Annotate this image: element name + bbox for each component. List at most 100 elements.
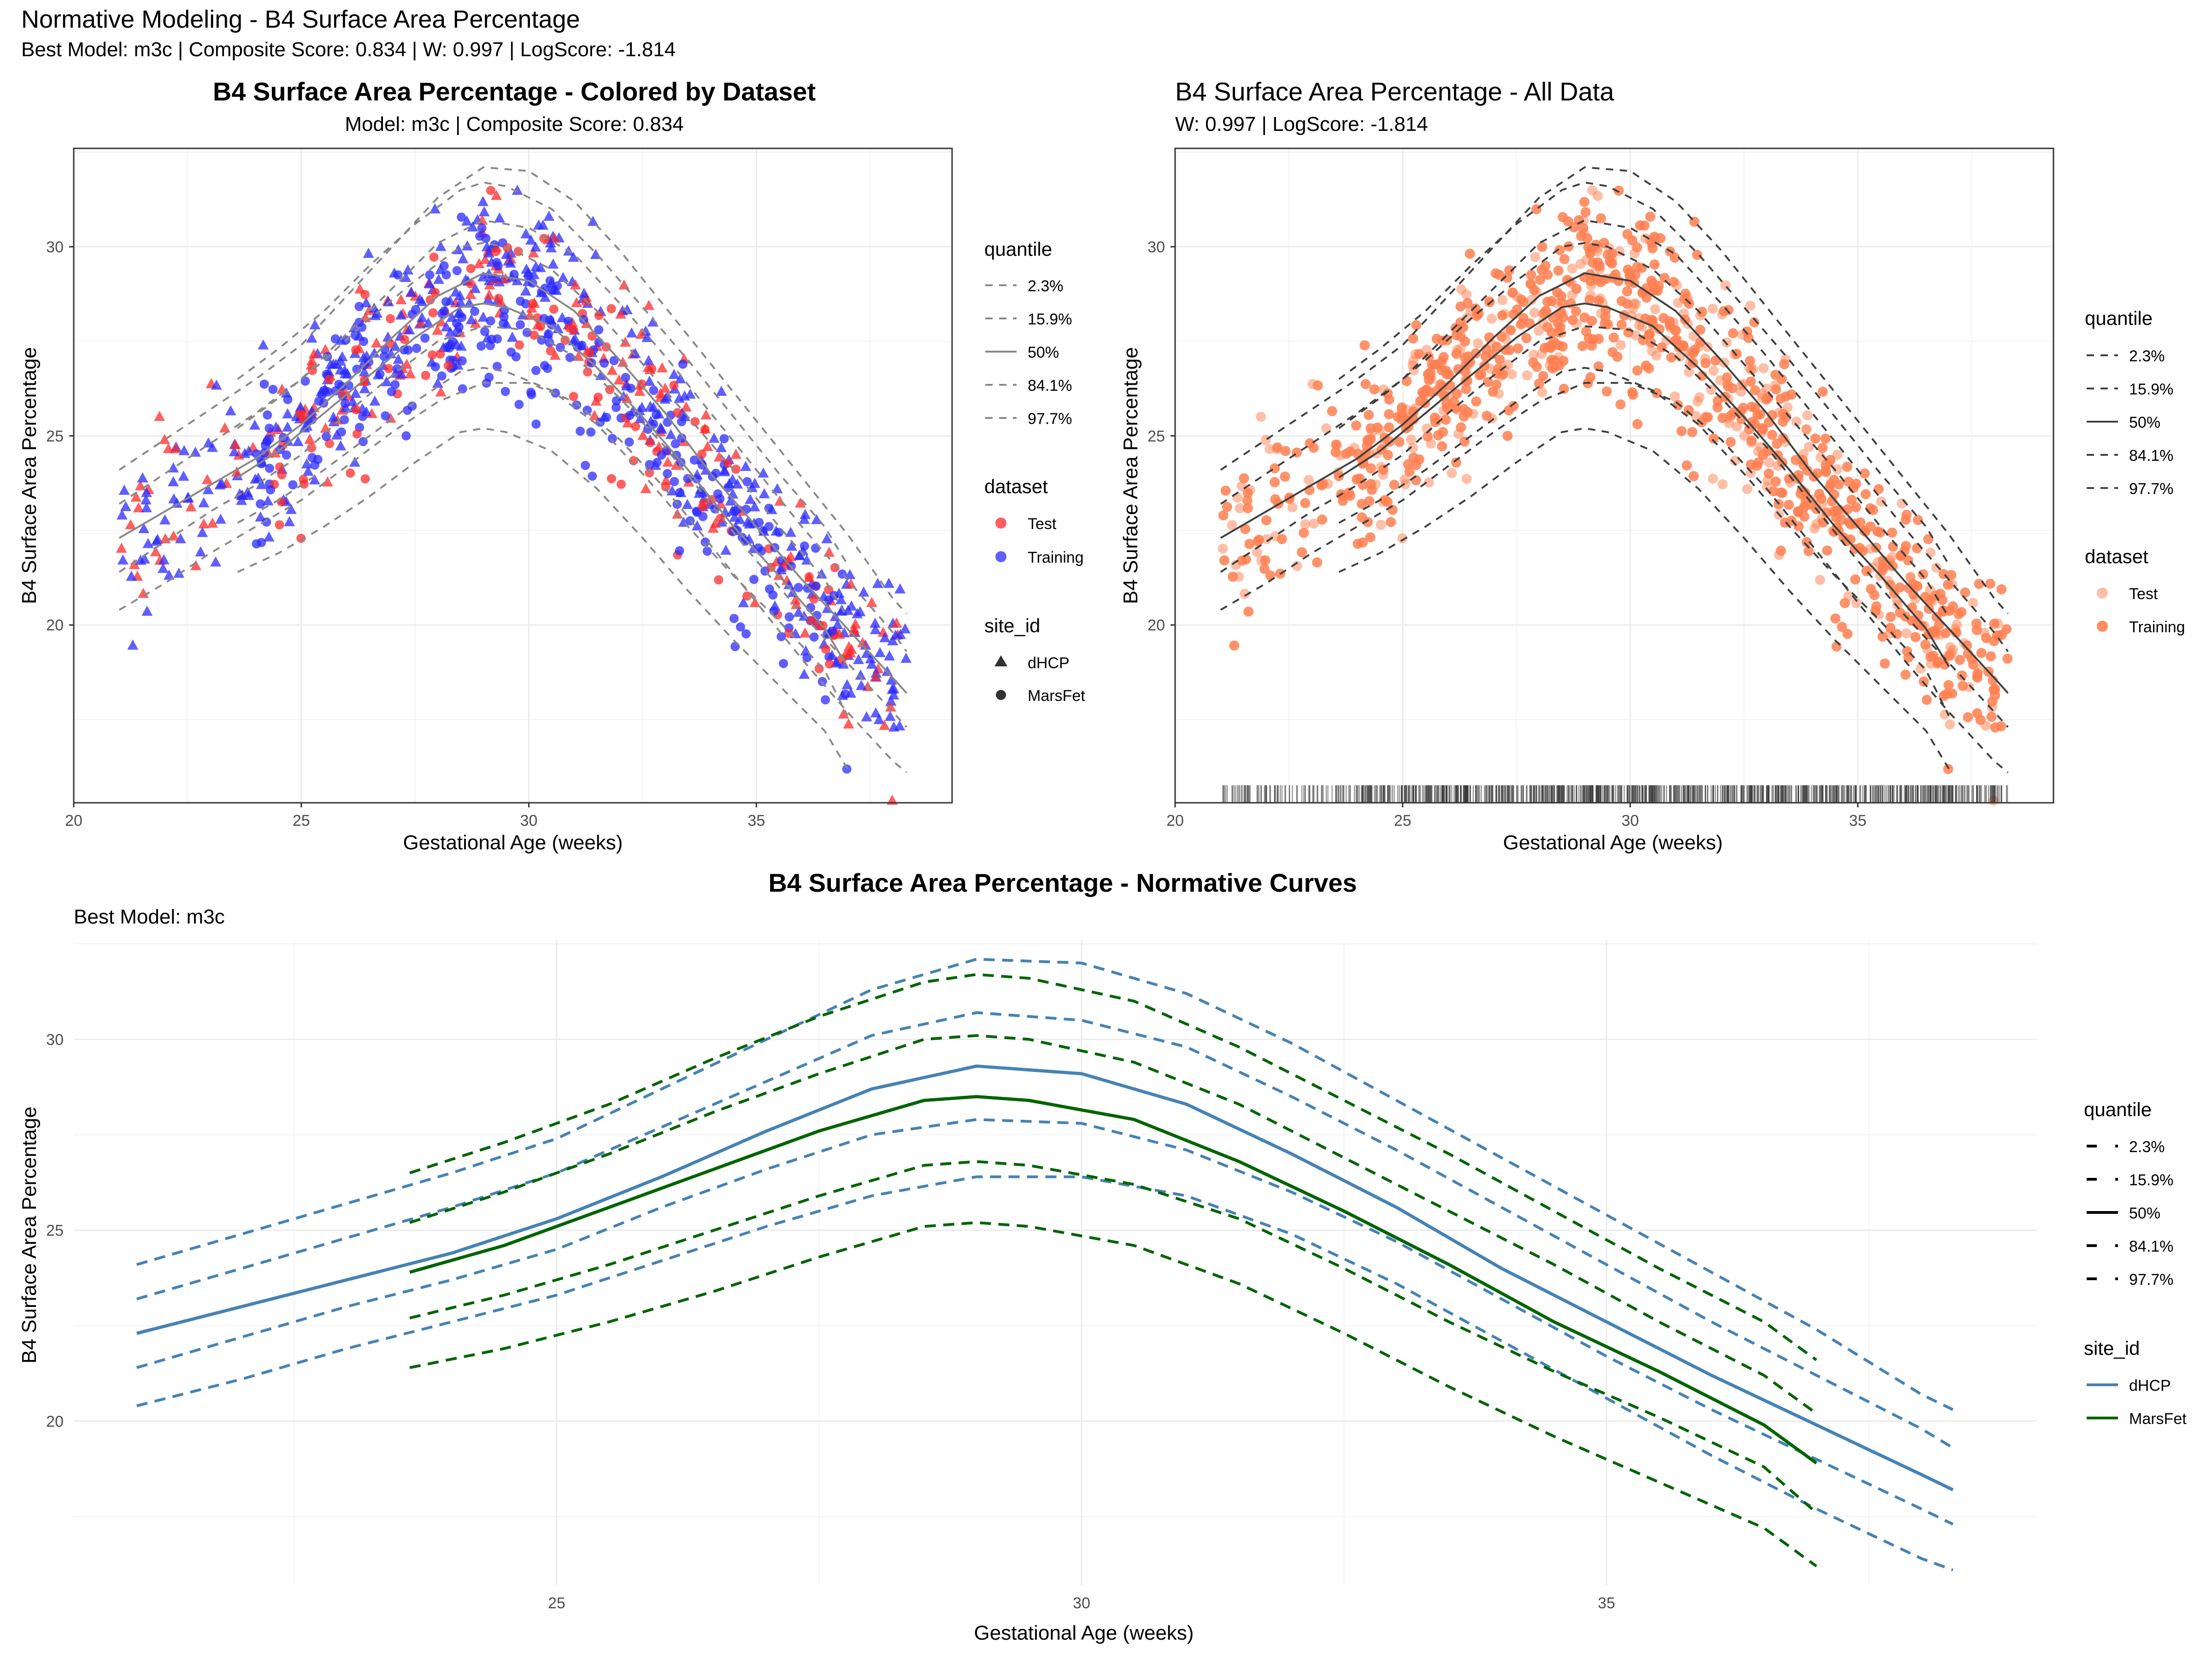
point-training (1242, 495, 1253, 506)
point-dhcp (306, 355, 318, 365)
point-test (1397, 533, 1408, 544)
point-dhcp (800, 509, 811, 519)
point-training (1865, 521, 1876, 532)
x-tick-label: 35 (1598, 1594, 1615, 1612)
point-training (1389, 480, 1400, 490)
point-marsfet (731, 465, 741, 474)
point-marsfet (582, 406, 592, 415)
legend1-marsfet-label: MarsFet (1028, 687, 1085, 705)
quantile-curve-marsfet-50 (1338, 302, 1950, 667)
point-training (1814, 488, 1824, 499)
point-marsfet (683, 474, 693, 483)
point-training (1783, 500, 1794, 510)
point-marsfet (458, 384, 467, 394)
quantile-curve-dhcp-50 (118, 272, 907, 694)
point-marsfet (421, 371, 430, 380)
point-marsfet (777, 632, 786, 641)
point-marsfet (612, 396, 621, 406)
point-dhcp (869, 618, 881, 628)
point-test (1461, 289, 1471, 300)
point-test (1647, 346, 1657, 356)
panel3-ticks: 25 30 35 20 25 30 (46, 1031, 1615, 1612)
point-training (1674, 342, 1684, 353)
curve-dhcp-50 (136, 1064, 1954, 1492)
point-training (1351, 474, 1362, 485)
point-marsfet (657, 450, 666, 460)
point-training (1687, 427, 1698, 437)
point-training (1831, 641, 1842, 652)
point-marsfet (457, 212, 466, 222)
point-test (1399, 411, 1410, 422)
point-dhcp (479, 253, 491, 264)
legend1-test-key (995, 518, 1006, 529)
legend1-dhcp-label: dHCP (1028, 654, 1070, 672)
point-training (1644, 363, 1654, 374)
point-marsfet (809, 632, 819, 642)
point-dhcp (606, 365, 618, 375)
x-tick-label: 35 (1849, 812, 1866, 830)
point-dhcp (328, 359, 339, 369)
point-marsfet (594, 325, 604, 335)
point-dhcp (715, 442, 727, 453)
point-marsfet (765, 584, 774, 594)
point-marsfet (439, 261, 449, 271)
point-dhcp (258, 339, 269, 350)
point-training (1239, 473, 1249, 483)
quantile-curve-marsfet-50 (237, 302, 848, 667)
point-marsfet (481, 234, 491, 243)
point-dhcp (615, 308, 627, 319)
point-training (1859, 468, 1870, 479)
point-dhcp (304, 434, 316, 444)
point-test (1537, 387, 1547, 398)
point-training (1745, 356, 1755, 366)
point-training (1767, 429, 1777, 440)
point-training (1776, 546, 1786, 556)
point-training (1431, 334, 1442, 344)
point-marsfet (553, 281, 562, 291)
point-dhcp (857, 637, 868, 647)
point-marsfet (403, 406, 412, 415)
point-marsfet (360, 474, 370, 484)
point-training (1554, 245, 1565, 255)
point-training (1801, 537, 1812, 547)
point-test (1536, 349, 1547, 359)
point-training (1900, 514, 1911, 525)
point-training (1384, 422, 1394, 433)
point-marsfet (441, 297, 451, 306)
point-dhcp (855, 669, 866, 680)
point-dhcp (481, 241, 493, 252)
point-training (1877, 631, 1888, 642)
point-dhcp (545, 242, 557, 253)
panel3-ylabel: B4 Surface Area Percentage (18, 1106, 41, 1364)
point-dhcp (126, 571, 137, 581)
point-training (1243, 606, 1254, 617)
point-marsfet (807, 616, 817, 625)
point-training (1317, 514, 1327, 525)
point-test (1745, 300, 1756, 311)
point-dhcp (347, 396, 359, 406)
point-marsfet (282, 450, 291, 460)
legend3-q3-label: 50% (2129, 1205, 2160, 1222)
point-marsfet (514, 400, 524, 409)
point-test (1400, 474, 1410, 485)
point-marsfet (830, 563, 840, 572)
point-training (1610, 269, 1621, 280)
point-dhcp (749, 501, 760, 512)
curve-marsfet-2.3 (409, 1221, 1818, 1568)
point-marsfet (435, 349, 445, 359)
point-training (1870, 606, 1881, 617)
legend1-q5-label: 97.7% (1028, 410, 1072, 428)
point-dhcp (306, 332, 318, 343)
point-test (1661, 335, 1672, 346)
legend1-dataset-title: dataset (984, 476, 1048, 497)
point-marsfet (516, 296, 525, 306)
point-dhcp (578, 288, 590, 298)
point-training (1617, 319, 1627, 330)
point-training (1558, 212, 1568, 223)
point-dhcp (152, 534, 163, 544)
point-dhcp (309, 319, 321, 329)
point-training (1894, 582, 1905, 593)
point-training (1750, 419, 1760, 429)
point-marsfet (841, 689, 850, 699)
point-marsfet (430, 288, 440, 297)
